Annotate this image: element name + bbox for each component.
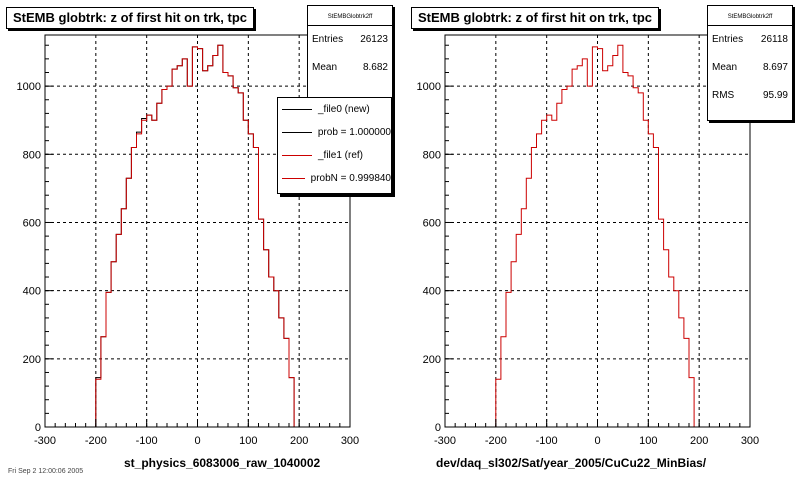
- legend-entry: prob = 1.000000: [278, 121, 391, 144]
- right-chart-title: StEMB globtrk: z of first hit on trk, tp…: [411, 7, 659, 29]
- right-y-tick-label: 0: [435, 422, 441, 434]
- left-x-tick-label: -300: [34, 435, 56, 447]
- left-stats-box: StEMBGlobtrk2ff Entries 26123 Mean 8.682: [307, 5, 393, 113]
- left-x-tick-label: -100: [136, 435, 158, 447]
- right-y-tick-label: 800: [423, 149, 441, 161]
- left-stats-mean-label: Mean: [312, 62, 338, 73]
- legend-swatch: [282, 109, 312, 110]
- left-x-tick-label: -200: [85, 435, 107, 447]
- right-stats-mean-row: Mean 8.697: [708, 54, 792, 82]
- right-y-tick-label: 200: [423, 354, 441, 366]
- right-x-tick-label: 100: [639, 435, 657, 447]
- left-y-tick-label: 600: [23, 217, 41, 229]
- legend-entry: probN = 0.999840: [278, 167, 391, 190]
- left-x-tick-label: 300: [341, 435, 359, 447]
- right-stats-entries-row: Entries 26118: [708, 26, 792, 54]
- right-x-tick-label: 0: [594, 435, 600, 447]
- left-plot-frame: [44, 34, 351, 428]
- left-y-tick-label: 0: [35, 422, 41, 434]
- left-histogram-series-1: [45, 44, 350, 428]
- left-y-tick-label: 800: [23, 149, 41, 161]
- right-stats-rms-label: RMS: [712, 90, 735, 101]
- legend-entry: _file1 (ref): [278, 144, 391, 167]
- left-stats-entries-row: Entries 26123: [308, 26, 392, 54]
- legend-swatch: [282, 132, 312, 133]
- right-stats-rms-value: 95.99: [762, 90, 788, 101]
- footer-timestamp: Fri Sep 2 12:00:06 2005: [8, 468, 84, 475]
- legend-swatch: [282, 155, 312, 156]
- right-histogram-series-0: [445, 44, 750, 428]
- legend-label: prob = 1.000000: [317, 127, 391, 138]
- right-y-tick-label: 400: [423, 286, 441, 298]
- left-x-axis-title: st_physics_6083006_raw_1040002: [124, 456, 321, 470]
- right-x-axis-title: dev/daq_sl302/Sat/year_2005/CuCu22_MinBi…: [436, 456, 707, 470]
- right-x-tick-label: 200: [690, 435, 708, 447]
- right-stats-entries-label: Entries: [712, 34, 744, 45]
- left-y-tick-label: 1000: [17, 81, 41, 93]
- left-stats-name: StEMBGlobtrk2ff: [308, 6, 392, 26]
- right-x-tick-label: -300: [434, 435, 456, 447]
- legend-label: _file0 (new): [318, 104, 370, 115]
- left-stats-mean-value: 8.682: [362, 62, 388, 73]
- right-y-tick-label: 600: [423, 217, 441, 229]
- left-chart-title: StEMB globtrk: z of first hit on trk, tp…: [6, 7, 254, 29]
- right-x-tick-label: -200: [485, 435, 507, 447]
- right-x-tick-label: -100: [536, 435, 558, 447]
- right-y-tick-label: 1000: [417, 81, 441, 93]
- legend-entry: _file0 (new): [278, 98, 391, 121]
- legend-swatch: [282, 178, 305, 179]
- left-stats-entries-label: Entries: [312, 34, 344, 45]
- legend-label: _file1 (ref): [318, 150, 364, 161]
- legend-label: probN = 0.999840: [310, 173, 391, 184]
- left-stats-entries-value: 26123: [360, 34, 388, 45]
- right-stats-box: StEMBGlobtrk2ff Entries 26118 Mean 8.697…: [707, 5, 793, 121]
- right-x-tick-label: 300: [741, 435, 759, 447]
- right-plot-frame: [444, 34, 751, 428]
- left-y-tick-label: 400: [23, 286, 41, 298]
- left-x-tick-label: 100: [239, 435, 257, 447]
- left-stats-mean-row: Mean 8.682: [308, 54, 392, 82]
- right-stats-mean-value: 8.697: [762, 62, 788, 73]
- right-stats-name: StEMBGlobtrk2ff: [708, 6, 792, 26]
- left-y-tick-label: 200: [23, 354, 41, 366]
- right-stats-rms-row: RMS 95.99: [708, 82, 792, 110]
- right-stats-mean-label: Mean: [712, 62, 738, 73]
- right-stats-entries-value: 26118: [760, 34, 788, 45]
- left-x-tick-label: 200: [290, 435, 308, 447]
- left-x-tick-label: 0: [194, 435, 200, 447]
- left-legend: _file0 (new) prob = 1.000000 _file1 (ref…: [277, 97, 392, 194]
